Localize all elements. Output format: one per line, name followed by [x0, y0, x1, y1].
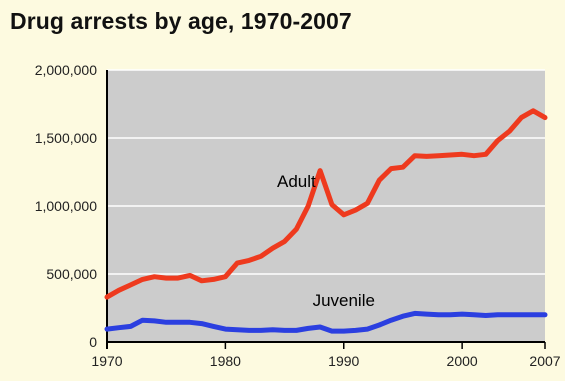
axes	[106, 70, 545, 349]
y-tick-label: 1,000,000	[35, 198, 97, 214]
series-label-juvenile: Juvenile	[313, 291, 375, 310]
x-tick-label: 2000	[447, 353, 478, 369]
series-line-juvenile	[104, 310, 548, 334]
series-label-adult: Adult	[277, 172, 316, 191]
x-tick-label: 1980	[210, 353, 241, 369]
series-line-adult	[104, 108, 548, 300]
y-axis-ticks: 0 500,000 1,000,000 1,500,000 2,000,000	[35, 62, 98, 350]
y-tick-label: 0	[89, 334, 97, 350]
y-tick-label: 1,500,000	[35, 130, 97, 146]
chart-title: Drug arrests by age, 1970-2007	[10, 8, 352, 34]
gridlines	[107, 69, 545, 275]
x-axis-ticks: 1970 1980 1990 2000 2007	[91, 342, 561, 369]
y-tick-label: 500,000	[46, 266, 97, 282]
x-tick-label: 1970	[91, 353, 122, 369]
x-tick-label: 1990	[328, 353, 359, 369]
y-tick-label: 2,000,000	[35, 62, 97, 78]
series-lines	[104, 108, 548, 334]
x-tick-label: 2007	[529, 353, 560, 369]
series-labels: Adult Juvenile	[277, 172, 375, 310]
